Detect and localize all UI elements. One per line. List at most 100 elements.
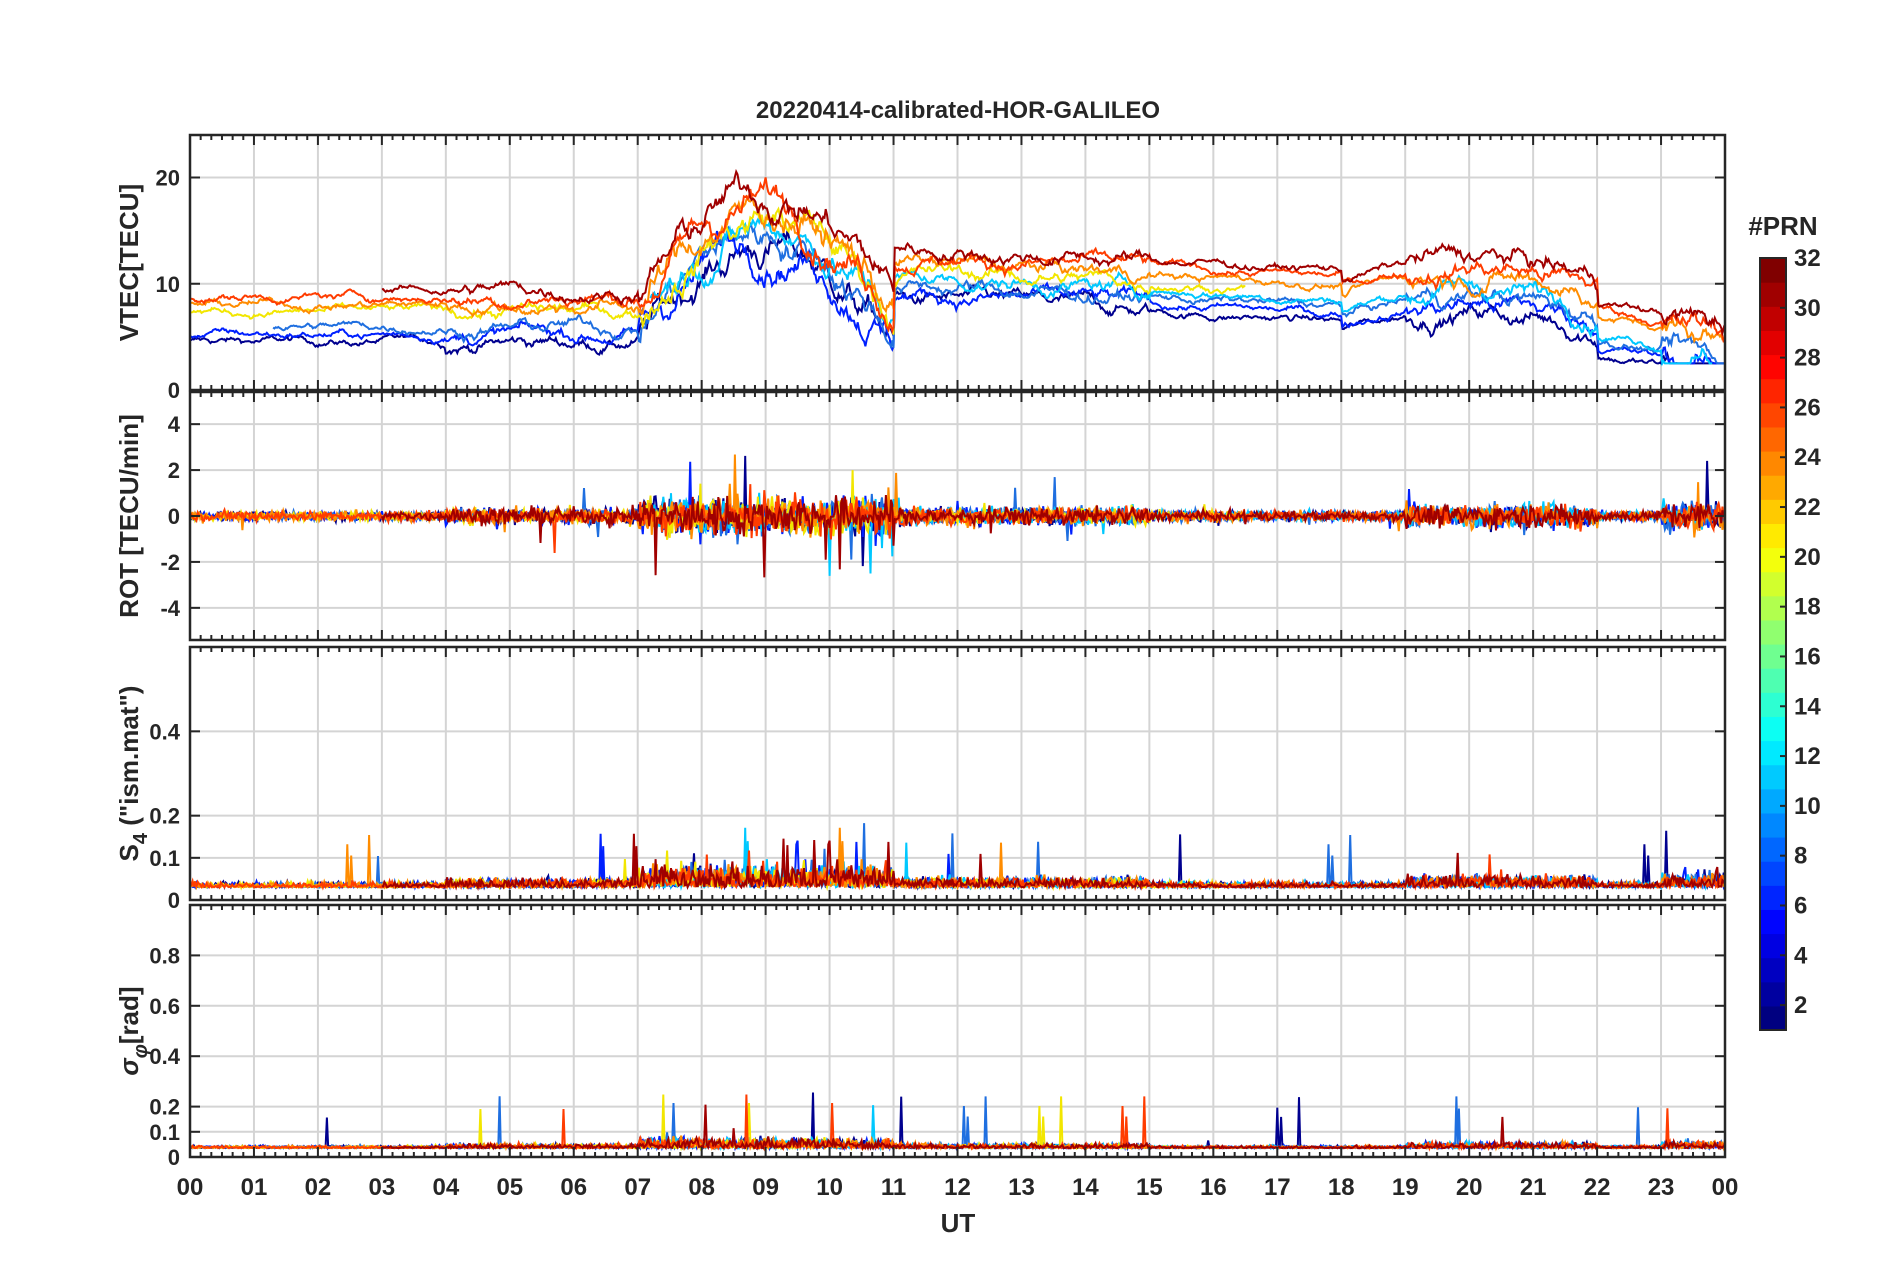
colorbar-segment xyxy=(1760,716,1786,742)
y-tick-label: 0.1 xyxy=(149,1120,180,1145)
colorbar-segment xyxy=(1760,306,1786,331)
x-tick-label: 23 xyxy=(1648,1174,1675,1201)
colorbar-segment xyxy=(1760,957,1786,983)
colorbar-segment xyxy=(1760,451,1786,476)
y-tick-label: -4 xyxy=(160,596,180,621)
x-tick-label: 04 xyxy=(432,1174,459,1201)
x-tick-label: 00 xyxy=(1712,1174,1739,1201)
colorbar-segment xyxy=(1760,426,1786,452)
colorbar-segment xyxy=(1760,981,1786,1007)
x-tick-label: 16 xyxy=(1200,1174,1227,1201)
colorbar-tick-label: 4 xyxy=(1794,942,1808,969)
x-tick-label: 17 xyxy=(1264,1174,1291,1201)
y-axis-label: σφ[rad] xyxy=(114,986,152,1075)
colorbar-segment xyxy=(1760,282,1786,307)
colorbar-segment xyxy=(1760,330,1786,356)
colorbar-tick-label: 22 xyxy=(1794,494,1821,521)
x-tick-label: 12 xyxy=(944,1174,971,1201)
colorbar-tick-label: 12 xyxy=(1794,743,1821,770)
y-tick-label: 0 xyxy=(168,1145,180,1170)
y-tick-label: 0 xyxy=(168,378,180,403)
colorbar-frame xyxy=(1759,257,1787,1031)
y-axis-label: VTEC[TECU] xyxy=(114,184,144,341)
colorbar-tick-label: 20 xyxy=(1794,544,1821,571)
colorbar-title: #PRN xyxy=(1748,211,1817,241)
colorbar-segment xyxy=(1760,258,1786,283)
colorbar-tick-label: 10 xyxy=(1794,793,1821,820)
panel-s4: 0 0.1 0.2 0.4S4 ("ism.mat") xyxy=(114,645,1727,913)
x-tick-label: 11 xyxy=(881,1174,906,1201)
y-axis-label: ROT [TECU/min] xyxy=(114,414,144,618)
x-tick-label: 19 xyxy=(1392,1174,1419,1201)
y-label-suffix: [rad] xyxy=(114,986,144,1044)
colorbar-segment xyxy=(1760,764,1786,790)
x-tick-label: 02 xyxy=(305,1174,332,1201)
colorbar-tick-label: 32 xyxy=(1794,245,1821,272)
y-tick-label: 0.4 xyxy=(149,719,180,744)
chart-title: 20220414-calibrated-HOR-GALILEO xyxy=(756,97,1160,124)
series-line-prn-31 xyxy=(380,494,1725,578)
colorbar-tick-label: 26 xyxy=(1794,394,1821,421)
y-label-sub: 4 xyxy=(130,832,152,844)
x-tick-label: 07 xyxy=(624,1174,651,1201)
series-line-prn-31 xyxy=(381,168,1725,337)
x-tick-label: 01 xyxy=(241,1174,268,1201)
y-tick-label: 0.6 xyxy=(149,994,180,1019)
colorbar-tick-label: 18 xyxy=(1794,594,1821,621)
colorbar-segment xyxy=(1760,812,1786,838)
panel-rot: -4 -2 0 2 4 ROT [TECU/min] xyxy=(114,390,1727,642)
y-tick-label: -2 xyxy=(160,550,180,575)
series-line-prn-31 xyxy=(381,833,1725,892)
colorbar-tick-label: 2 xyxy=(1794,992,1807,1019)
colorbar-segment xyxy=(1760,909,1786,935)
colorbar-segment xyxy=(1760,523,1786,549)
y-tick-label: 0.2 xyxy=(149,804,180,829)
colorbar-segment xyxy=(1760,595,1786,621)
x-tick-label: 10 xyxy=(816,1174,843,1201)
x-tick-label: 06 xyxy=(560,1174,587,1201)
y-tick-label: 4 xyxy=(168,412,181,437)
x-tick-label: 15 xyxy=(1136,1174,1163,1201)
panel-frame xyxy=(188,133,1727,392)
colorbar-segment xyxy=(1760,692,1786,717)
x-axis: 00 01 02 03 04 05 06 07 08 09 10 11 12 13 14 15 16 17 18 19… xyxy=(177,1174,1739,1201)
y-label-sub: φ xyxy=(130,1044,152,1058)
colorbar-segment xyxy=(1760,475,1786,500)
colorbar-tick-label: 30 xyxy=(1794,295,1821,322)
panel-frame xyxy=(188,645,1727,902)
x-axis-label: UT xyxy=(941,1208,976,1238)
colorbar-segment xyxy=(1760,861,1786,886)
colorbar-tick-label: 28 xyxy=(1794,345,1821,372)
y-label-main: σ xyxy=(114,1057,144,1076)
colorbar-tick-label: 14 xyxy=(1794,693,1821,720)
colorbar-segment xyxy=(1760,547,1786,573)
colorbar-tick-label: 8 xyxy=(1794,843,1807,870)
y-axis-label: S4 ("ism.mat") xyxy=(114,686,152,862)
y-tick-label: 10 xyxy=(156,272,180,297)
y-label-main: S xyxy=(114,844,144,861)
y-tick-label: 0.1 xyxy=(149,846,180,871)
series-line-prn-31 xyxy=(381,1104,1725,1152)
y-tick-label: 20 xyxy=(156,166,180,191)
series-group xyxy=(190,823,1725,892)
x-tick-label: 22 xyxy=(1584,1174,1611,1201)
y-tick-label: 2 xyxy=(168,458,180,483)
series-line-prn-12 xyxy=(649,216,1713,367)
colorbar-segment xyxy=(1760,499,1786,524)
x-tick-label: 08 xyxy=(688,1174,715,1201)
colorbar-segment xyxy=(1760,378,1786,404)
y-tick-label: 0.2 xyxy=(149,1095,180,1120)
series-group xyxy=(190,454,1725,578)
y-tick-label: 0 xyxy=(168,504,180,529)
y-tick-label: 0 xyxy=(168,888,180,913)
series-line-prn-8 xyxy=(272,220,1725,365)
colorbar-tick-label: 6 xyxy=(1794,892,1807,919)
y-tick-label: 0.4 xyxy=(149,1044,180,1069)
colorbar-segment xyxy=(1760,837,1786,862)
series-line-prn-5 xyxy=(190,230,1725,365)
series-line-prn-27 xyxy=(190,177,1725,343)
colorbar-segment xyxy=(1760,933,1786,959)
